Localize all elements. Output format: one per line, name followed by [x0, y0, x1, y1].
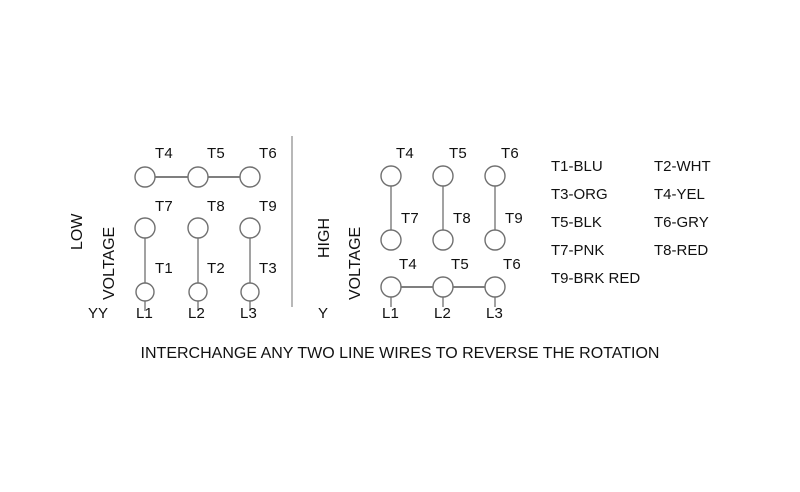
- legend-entry-right: T4-YEL: [654, 186, 705, 203]
- high-voltage-connection-marker: Y: [318, 305, 329, 322]
- terminal-node-high-t8[interactable]: [432, 229, 454, 251]
- high-voltage-caption-primary: HIGH: [316, 218, 333, 258]
- low-voltage-connection-marker: YY: [88, 305, 109, 322]
- high-voltage-caption-secondary: VOLTAGE: [347, 226, 364, 300]
- legend-entry-left: T9-BRK RED: [551, 270, 641, 287]
- rotation-instruction-caption: INTERCHANGE ANY TWO LINE WIRES TO REVERS…: [140, 345, 660, 362]
- label-low-bottom-3: T3: [259, 260, 277, 277]
- terminal-node-high-t6-bottom[interactable]: [484, 276, 506, 298]
- label-high-middle-1: T7: [401, 210, 419, 227]
- legend-entry-right: T6-GRY: [654, 214, 709, 231]
- label-high-top-1: T4: [396, 145, 414, 162]
- terminal-node-high-t6-top[interactable]: [484, 165, 506, 187]
- terminal-node-high-t4-top[interactable]: [380, 165, 402, 187]
- label-high-bottom-2: T5: [451, 256, 469, 273]
- terminal-node-high-t5-bottom[interactable]: [432, 276, 454, 298]
- legend-row: T7-PNK T8-RED: [551, 243, 781, 271]
- terminal-node-low-t5[interactable]: [187, 166, 209, 188]
- label-high-top-3: T6: [501, 145, 519, 162]
- label-high-lead-2: L2: [434, 305, 452, 322]
- terminal-node-high-t5-top[interactable]: [432, 165, 454, 187]
- wire-color-legend: T1-BLU T2-WHT T3-ORG T4-YEL T5-BLK T6-GR…: [551, 159, 781, 299]
- label-high-top-2: T5: [449, 145, 467, 162]
- label-low-top-1: T4: [155, 145, 173, 162]
- legend-entry-left: T7-PNK: [551, 242, 605, 259]
- terminal-node-high-t7[interactable]: [380, 229, 402, 251]
- label-low-middle-1: T7: [155, 198, 173, 215]
- terminal-node-low-t1[interactable]: [135, 282, 155, 302]
- terminal-node-low-t4[interactable]: [134, 166, 156, 188]
- label-low-top-2: T5: [207, 145, 225, 162]
- label-low-lead-1: L1: [136, 305, 154, 322]
- label-low-lead-3: L3: [240, 305, 258, 322]
- label-low-middle-2: T8: [207, 198, 225, 215]
- terminal-node-high-t9[interactable]: [484, 229, 506, 251]
- label-high-bottom-1: T4: [399, 256, 417, 273]
- low-voltage-schematic: [134, 166, 261, 311]
- label-high-bottom-3: T6: [503, 256, 521, 273]
- terminal-node-low-t7[interactable]: [134, 217, 156, 239]
- label-high-middle-2: T8: [453, 210, 471, 227]
- legend-entry-left: T1-BLU: [551, 158, 603, 175]
- legend-row: T9-BRK RED: [551, 271, 781, 299]
- terminal-node-low-t6[interactable]: [239, 166, 261, 188]
- terminal-node-low-t2[interactable]: [188, 282, 208, 302]
- legend-row: T1-BLU T2-WHT: [551, 159, 781, 187]
- label-low-bottom-1: T1: [155, 260, 173, 277]
- terminal-node-low-t9[interactable]: [239, 217, 261, 239]
- legend-entry-right: T2-WHT: [654, 158, 711, 175]
- legend-entry-left: T5-BLK: [551, 214, 602, 231]
- terminal-node-low-t3[interactable]: [240, 282, 260, 302]
- high-voltage-schematic: [380, 165, 506, 307]
- label-low-bottom-2: T2: [207, 260, 225, 277]
- terminal-node-high-t4-bottom[interactable]: [380, 276, 402, 298]
- label-high-lead-3: L3: [486, 305, 504, 322]
- terminal-node-low-t8[interactable]: [187, 217, 209, 239]
- label-low-middle-3: T9: [259, 198, 277, 215]
- legend-row: T5-BLK T6-GRY: [551, 215, 781, 243]
- label-low-lead-2: L2: [188, 305, 206, 322]
- legend-entry-right: T8-RED: [654, 242, 709, 259]
- label-high-lead-1: L1: [382, 305, 400, 322]
- low-voltage-caption-secondary: VOLTAGE: [101, 226, 118, 300]
- legend-row: T3-ORG T4-YEL: [551, 187, 781, 215]
- legend-entry-left: T3-ORG: [551, 186, 608, 203]
- low-voltage-caption-primary: LOW: [69, 213, 86, 250]
- label-high-middle-3: T9: [505, 210, 523, 227]
- label-low-top-3: T6: [259, 145, 277, 162]
